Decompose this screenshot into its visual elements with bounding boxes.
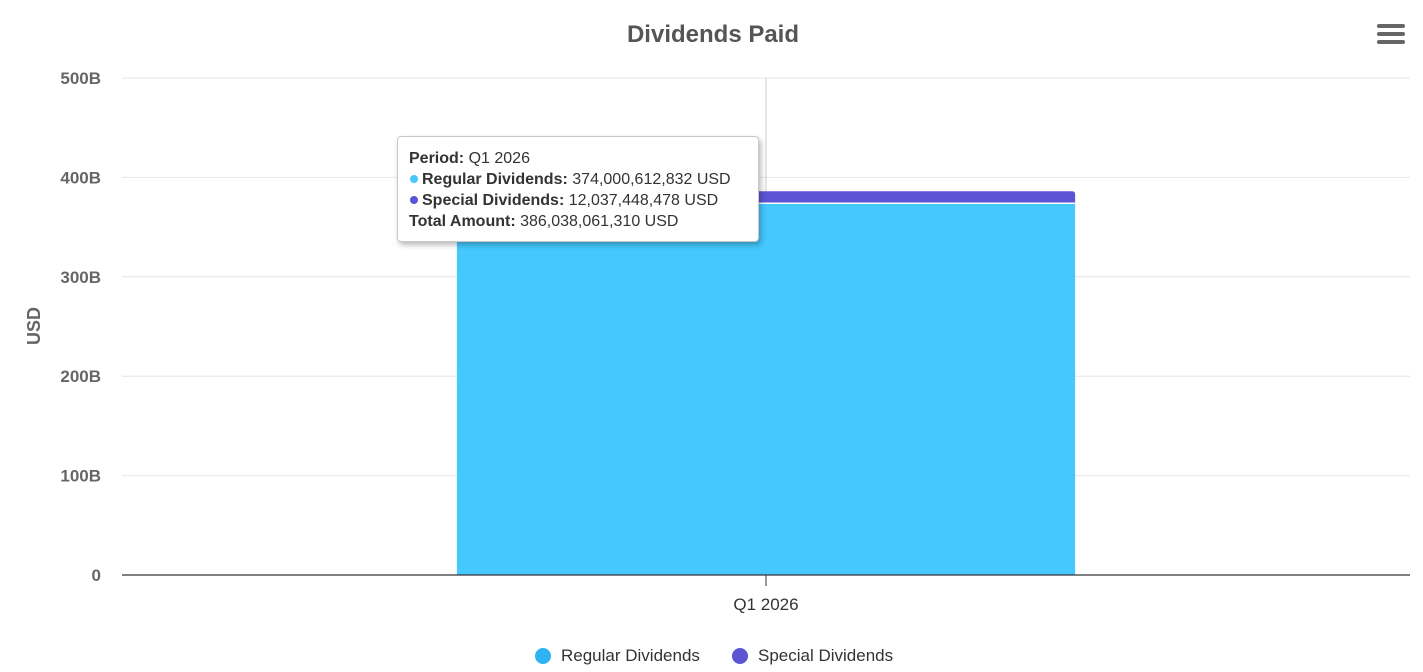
legend-label-special: Special Dividends: [758, 646, 894, 665]
hamburger-menu-icon: [1377, 24, 1405, 44]
y-tick-label: 500B: [60, 69, 101, 88]
chart-title: Dividends Paid: [627, 21, 799, 48]
tooltip-period-value: Q1 2026: [468, 150, 530, 167]
y-tick-label: 100B: [60, 467, 101, 486]
bar-regular-dividends[interactable]: [456, 203, 1076, 575]
tooltip-period-row: Period: Q1 2026: [409, 148, 758, 169]
y-axis-ticks: 0 100B 200B 300B 400B 500B: [60, 69, 101, 585]
y-tick-label: 200B: [60, 367, 101, 386]
y-tick-label: 400B: [60, 168, 101, 187]
legend-item-special-dividends[interactable]: Special Dividends: [732, 644, 893, 668]
tooltip-regular-label: Regular Dividends:: [422, 171, 568, 188]
bars: [456, 191, 1076, 575]
tooltip-special-label: Special Dividends:: [422, 192, 565, 209]
tooltip-special-row: Special Dividends: 12,037,448,478 USD: [409, 190, 758, 211]
legend-swatch-regular: [535, 648, 551, 664]
y-axis-title: USD: [24, 307, 44, 345]
special-series-dot-icon: [410, 196, 418, 205]
y-tick-label: 0: [92, 566, 101, 585]
tooltip-total-row: Total Amount: 386,038,061,310 USD: [409, 211, 758, 232]
chart-menu-button[interactable]: [1377, 24, 1405, 48]
chart-legend: Regular Dividends Special Dividends: [0, 644, 1423, 668]
data-tooltip: Period: Q1 2026 Regular Dividends: 374,0…: [397, 136, 759, 242]
legend-item-regular-dividends[interactable]: Regular Dividends: [535, 644, 700, 668]
legend-swatch-special: [732, 648, 748, 664]
x-axis-ticks: Q1 2026: [733, 575, 799, 614]
y-tick-label: 300B: [60, 268, 101, 287]
tooltip-total-label: Total Amount:: [409, 213, 516, 230]
tooltip-total-value: 386,038,061,310 USD: [520, 213, 679, 230]
tooltip-special-value: 12,037,448,478 USD: [568, 192, 719, 209]
legend-label-regular: Regular Dividends: [561, 646, 700, 665]
regular-series-dot-icon: [410, 175, 418, 184]
x-tick-label: Q1 2026: [733, 595, 798, 614]
tooltip-regular-row: Regular Dividends: 374,000,612,832 USD: [409, 169, 758, 190]
tooltip-regular-value: 374,000,612,832 USD: [572, 171, 731, 188]
tooltip-period-label: Period:: [409, 150, 465, 167]
